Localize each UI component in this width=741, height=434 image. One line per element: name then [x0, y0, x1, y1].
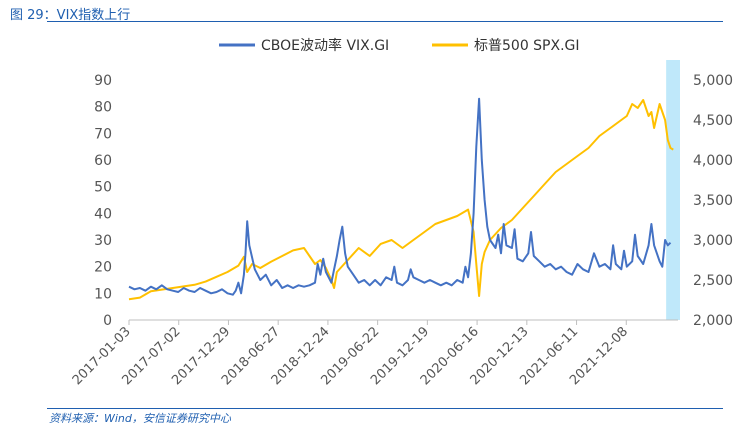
title-rule [47, 21, 723, 22]
right-axis-ticks: 2,000 2,500 3,000 3,500 4,000 4,500 5,000 [693, 73, 733, 329]
left-tick-label: 0 [103, 313, 112, 329]
x-axis-ticks: 2017-01-032017-07-022017-12-292018-06-27… [70, 320, 631, 388]
right-tick-label: 4,000 [693, 153, 733, 169]
left-tick-label: 10 [94, 286, 112, 302]
left-tick-label: 80 [94, 100, 112, 116]
spx-series-line [128, 99, 674, 301]
right-tick-label: 2,500 [693, 273, 733, 289]
legend-spx-label: 标普500 SPX.GI [474, 38, 580, 54]
source-note: 资料来源：Wind，安信证券研究中心 [49, 412, 231, 425]
right-tick-label: 3,000 [693, 233, 733, 249]
figure-title: 图 29：VIX指数上行 [10, 8, 131, 23]
left-tick-label: 30 [94, 233, 112, 249]
left-tick-label: 90 [94, 73, 112, 89]
left-tick-label: 20 [94, 260, 112, 276]
legend: CBOE波动率 VIX.GI 标普500 SPX.GI [219, 37, 580, 54]
right-tick-label: 5,000 [693, 73, 733, 89]
vix-series-line [128, 97, 672, 296]
left-tick-label: 70 [94, 126, 112, 142]
source-rule [47, 408, 723, 409]
highlight-band [666, 60, 680, 320]
left-tick-label: 60 [94, 153, 112, 169]
left-axis-ticks: 0 10 20 30 40 50 60 70 80 90 [94, 73, 112, 329]
right-tick-label: 3,500 [693, 193, 733, 209]
right-tick-label: 2,000 [693, 313, 733, 329]
left-tick-label: 40 [94, 206, 112, 222]
left-tick-label: 50 [94, 180, 112, 196]
right-tick-label: 4,500 [693, 113, 733, 129]
legend-vix-label: CBOE波动率 VIX.GI [261, 37, 389, 54]
